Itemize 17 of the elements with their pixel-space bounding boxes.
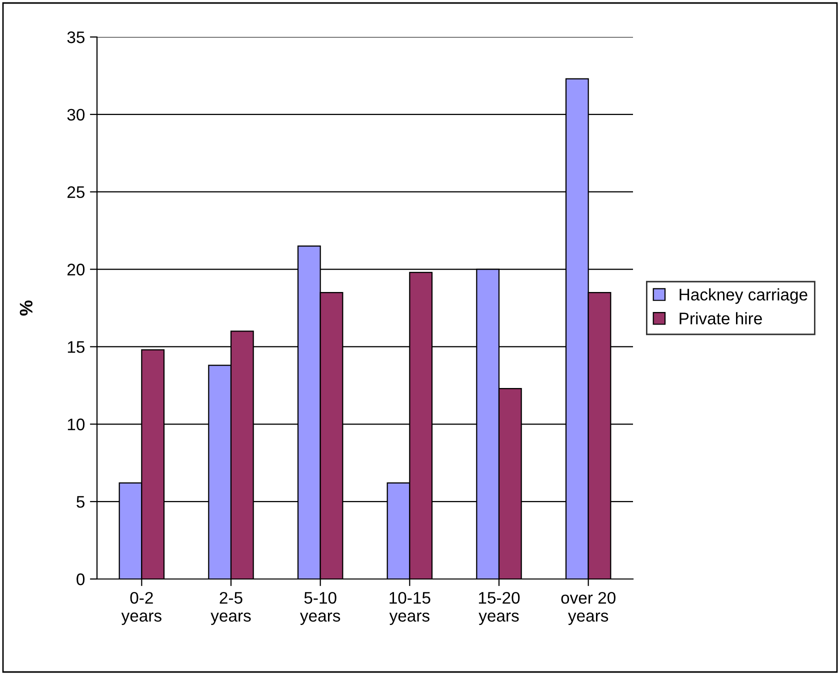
- x-tick-label: 0-2 years: [121, 592, 162, 625]
- y-tick-label: 5: [76, 496, 84, 508]
- x-tick-label: over 20 years: [561, 592, 616, 625]
- legend-label: Hackney carriage: [680, 288, 808, 304]
- legend-label: Private hire: [680, 312, 762, 324]
- y-tick-label: 10: [68, 418, 85, 430]
- x-tick-label: 15-20 years: [478, 592, 520, 625]
- y-tick-label: 15: [68, 341, 84, 353]
- x-tick-label: 10-15 years: [389, 592, 430, 625]
- y-axis-title: %: [20, 300, 32, 316]
- y-tick-label: 35: [67, 31, 84, 44]
- y-tick-label: 0: [76, 573, 85, 586]
- y-tick-label: 30: [67, 108, 85, 121]
- x-tick-label: 5-10 years: [300, 592, 340, 625]
- y-tick-label: 20: [67, 264, 85, 276]
- x-tick-label: 2-5 years: [210, 592, 251, 625]
- y-tick-label: 25: [67, 186, 84, 198]
